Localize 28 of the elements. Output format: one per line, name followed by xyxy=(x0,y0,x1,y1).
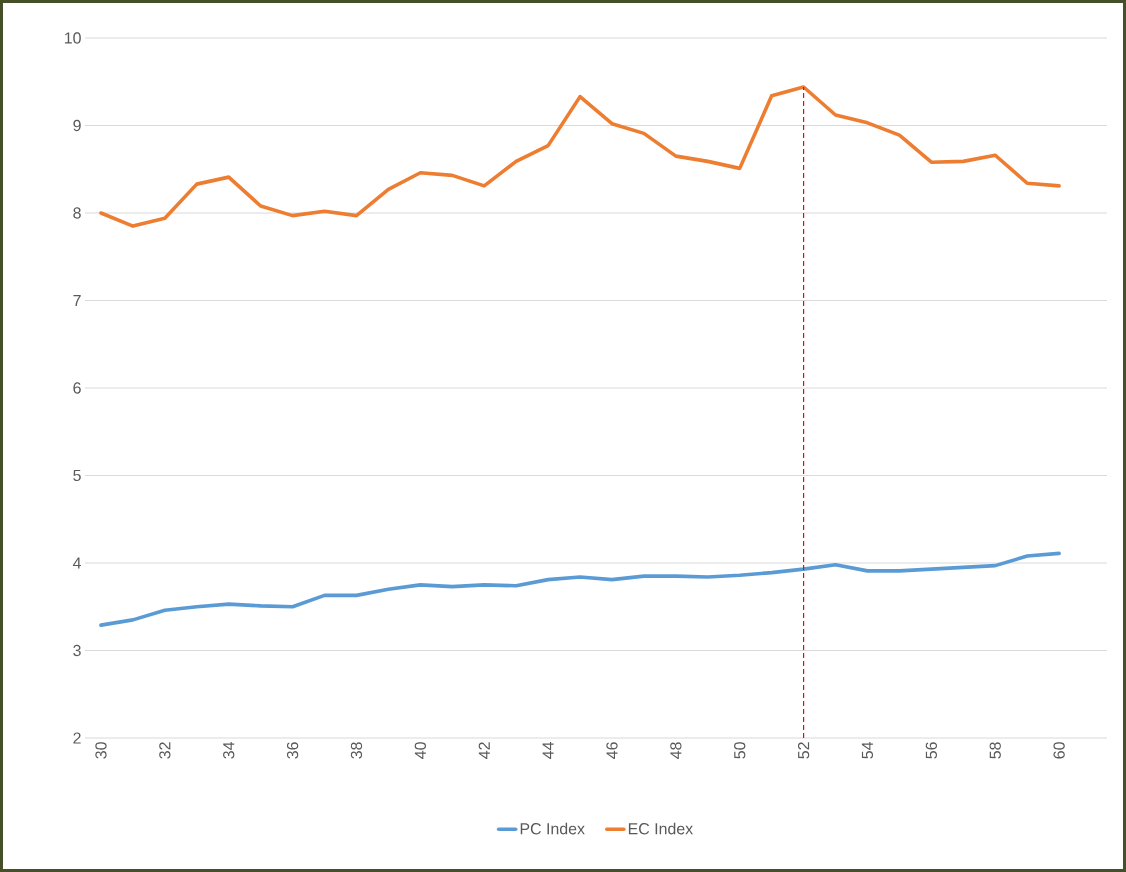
x-tick-label: 36 xyxy=(286,742,299,759)
y-tick-label: 7 xyxy=(73,295,81,306)
y-tick-label: 5 xyxy=(73,469,81,482)
x-tick-label: 56 xyxy=(925,742,937,759)
x-tick-label: 30 xyxy=(95,742,107,759)
x-tick-label: 60 xyxy=(1053,742,1065,759)
y-tick-label: 6 xyxy=(73,382,81,394)
x-tick-label: 42 xyxy=(478,742,490,759)
x-tick-label: 52 xyxy=(797,742,810,759)
x-tick-label: 34 xyxy=(223,742,235,759)
x-tick-label: 58 xyxy=(989,742,1001,759)
x-tick-label: 46 xyxy=(606,742,618,759)
y-tick-label: 3 xyxy=(73,644,81,657)
y-tick-label: 8 xyxy=(73,207,81,219)
y-tick-label: 2 xyxy=(73,732,81,744)
x-tick-label: 40 xyxy=(414,742,426,759)
y-tick-label: 10 xyxy=(64,32,81,44)
x-tick-label: 32 xyxy=(159,742,171,759)
y-tick-label: 9 xyxy=(73,119,81,132)
legend-label: PC Index xyxy=(520,822,585,835)
x-tick-label: 44 xyxy=(542,742,554,759)
y-tick-label: 4 xyxy=(72,557,82,569)
x-tick-label: 38 xyxy=(350,742,363,759)
legend-label: EC Index xyxy=(628,822,693,835)
x-tick-label: 48 xyxy=(670,742,682,759)
x-tick-label: 50 xyxy=(734,742,746,759)
x-tick-label: 54 xyxy=(861,742,874,759)
line-series xyxy=(99,85,1061,228)
